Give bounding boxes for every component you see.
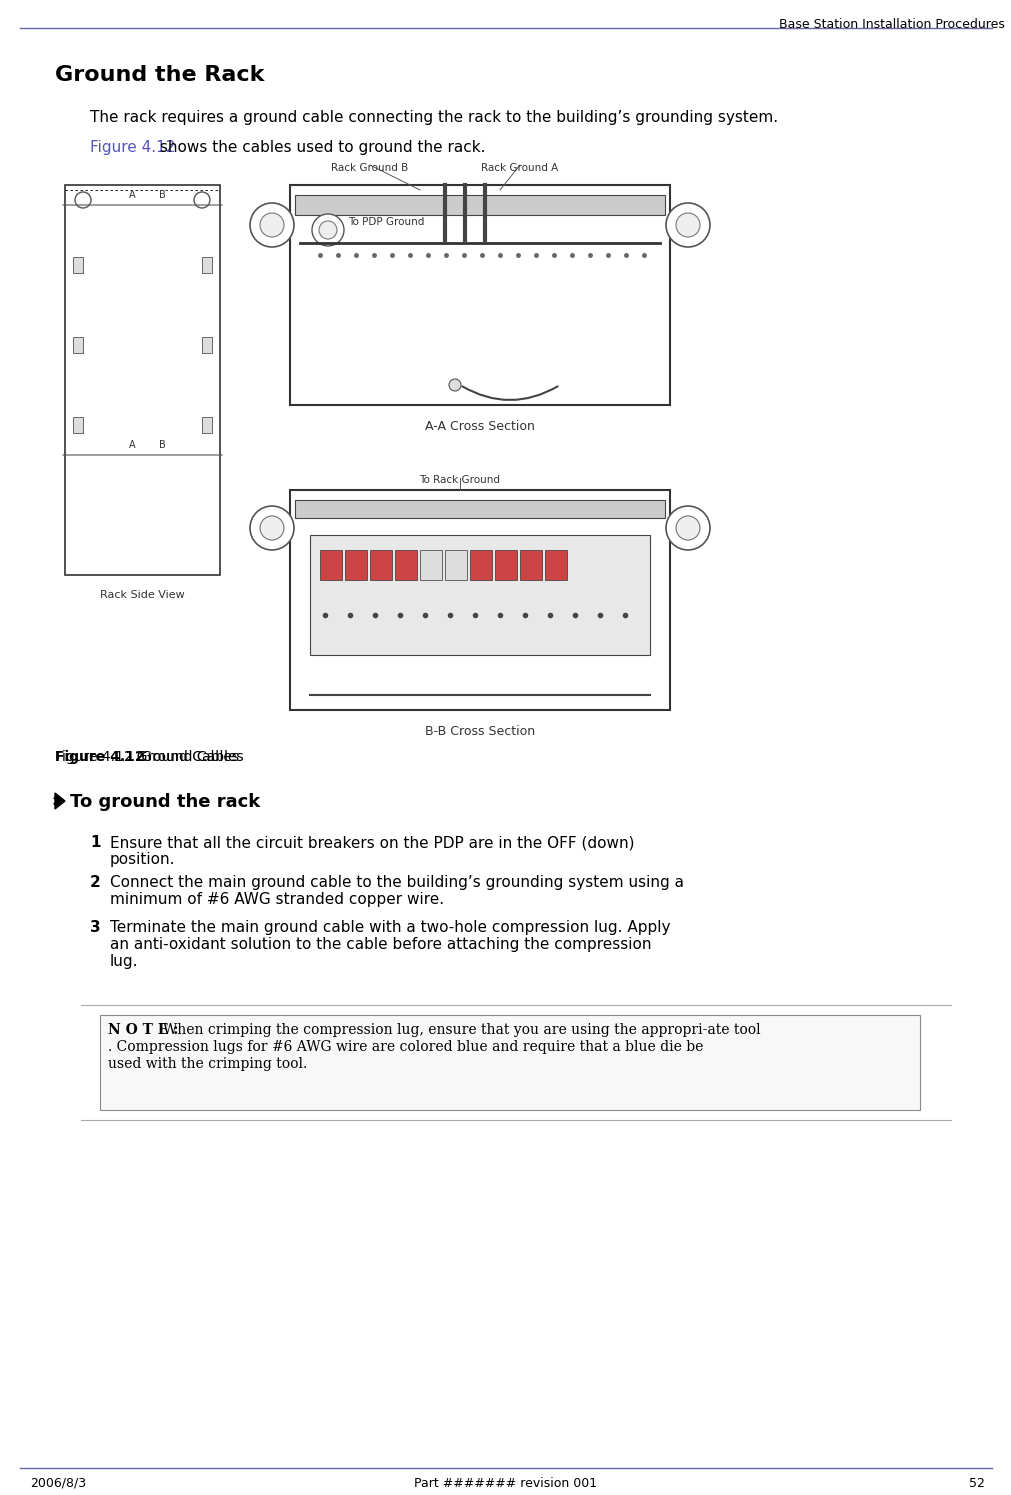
Bar xyxy=(394,550,417,580)
Circle shape xyxy=(260,212,284,238)
Text: B: B xyxy=(159,190,165,200)
Bar xyxy=(290,185,669,405)
Circle shape xyxy=(311,214,344,247)
Text: Figure 4.12: Figure 4.12 xyxy=(90,141,175,155)
Text: To Rack Ground: To Rack Ground xyxy=(420,475,500,484)
Text: B: B xyxy=(159,440,165,450)
Text: Ensure that all the circuit breakers on the PDP are in the OFF (down): Ensure that all the circuit breakers on … xyxy=(110,836,634,851)
Text: Part ####### revision 001: Part ####### revision 001 xyxy=(415,1477,596,1491)
Text: To PDP Ground: To PDP Ground xyxy=(348,217,424,227)
Text: A: A xyxy=(128,190,135,200)
Circle shape xyxy=(675,516,700,540)
Bar xyxy=(545,550,566,580)
Circle shape xyxy=(194,191,210,208)
Text: A-A Cross Section: A-A Cross Section xyxy=(425,420,535,434)
Bar xyxy=(100,1015,919,1109)
Text: lug.: lug. xyxy=(110,954,139,969)
Circle shape xyxy=(75,191,91,208)
Text: 52: 52 xyxy=(969,1477,984,1491)
Polygon shape xyxy=(55,792,65,809)
Text: 2006/8/3: 2006/8/3 xyxy=(30,1477,86,1491)
Circle shape xyxy=(250,505,294,550)
Bar xyxy=(73,257,83,274)
Circle shape xyxy=(318,221,337,239)
Text: an anti-oxidant solution to the cable before attaching the compression: an anti-oxidant solution to the cable be… xyxy=(110,937,651,952)
Text: shows the cables used to ground the rack.: shows the cables used to ground the rack… xyxy=(155,141,485,155)
Circle shape xyxy=(449,380,461,392)
Circle shape xyxy=(665,505,710,550)
Text: Ground the Rack: Ground the Rack xyxy=(55,64,264,85)
Bar xyxy=(309,535,649,655)
Bar xyxy=(65,185,219,576)
Text: used with the crimping tool.: used with the crimping tool. xyxy=(108,1057,307,1070)
Text: 3: 3 xyxy=(90,919,100,934)
Bar xyxy=(319,550,342,580)
Text: Terminate the main ground cable with a two-hole compression lug. Apply: Terminate the main ground cable with a t… xyxy=(110,919,670,934)
Text: position.: position. xyxy=(110,852,175,867)
Text: minimum of #6 AWG stranded copper wire.: minimum of #6 AWG stranded copper wire. xyxy=(110,893,444,907)
Text: Rack Ground B: Rack Ground B xyxy=(331,163,408,173)
Circle shape xyxy=(675,212,700,238)
Bar xyxy=(420,550,442,580)
Bar xyxy=(370,550,391,580)
Text: Connect the main ground cable to the building’s grounding system using a: Connect the main ground cable to the bui… xyxy=(110,875,683,890)
Text: Figure 4.12  Ground Cables: Figure 4.12 Ground Cables xyxy=(55,750,244,764)
Text: N O T E :: N O T E : xyxy=(108,1023,178,1038)
Bar xyxy=(73,336,83,353)
Text: 1: 1 xyxy=(90,836,100,851)
Text: Rack Ground A: Rack Ground A xyxy=(481,163,558,173)
Bar xyxy=(445,550,466,580)
Bar xyxy=(345,550,367,580)
Text: Rack Side View: Rack Side View xyxy=(99,591,184,599)
Text: . Compression lugs for #6 AWG wire are colored blue and require that a blue die : . Compression lugs for #6 AWG wire are c… xyxy=(108,1041,707,1054)
Text: Figure 4.12: Figure 4.12 xyxy=(55,750,145,764)
Bar xyxy=(295,194,664,215)
Bar xyxy=(494,550,517,580)
Bar xyxy=(295,499,664,517)
Text: The rack requires a ground cable connecting the rack to the building’s grounding: The rack requires a ground cable connect… xyxy=(90,111,777,126)
Text: Ground Cables: Ground Cables xyxy=(127,750,239,764)
Text: When crimping the compression lug, ensure that you are using the appropri-ate to: When crimping the compression lug, ensur… xyxy=(163,1023,760,1038)
Text: Base Station Installation Procedures: Base Station Installation Procedures xyxy=(778,18,1004,31)
Bar xyxy=(202,417,211,434)
Text: A: A xyxy=(128,440,135,450)
Bar xyxy=(469,550,491,580)
Text: B-B Cross Section: B-B Cross Section xyxy=(425,725,535,739)
Circle shape xyxy=(665,203,710,247)
Circle shape xyxy=(250,203,294,247)
Text: 2: 2 xyxy=(90,875,101,890)
Text: To ground the rack: To ground the rack xyxy=(70,792,260,810)
Circle shape xyxy=(260,516,284,540)
Bar xyxy=(520,550,542,580)
Bar xyxy=(202,336,211,353)
Bar xyxy=(202,257,211,274)
Bar xyxy=(290,490,669,710)
Bar xyxy=(73,417,83,434)
